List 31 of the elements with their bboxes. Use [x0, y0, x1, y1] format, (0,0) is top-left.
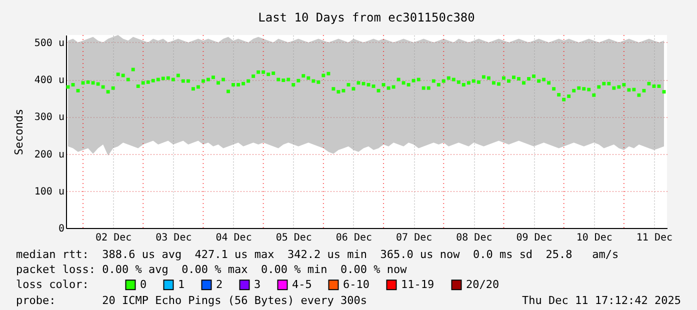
legend-label: 3: [254, 278, 261, 291]
y-tick-label: 500 u: [34, 38, 64, 49]
chart-title: Last 10 Days from ec301150c380: [258, 10, 475, 24]
y-tick-label: 300 u: [34, 112, 64, 124]
text: Thu Dec 11 17:12:42 2025: [522, 294, 681, 307]
text: packet loss: 0.00 % avg 0.00 % max 0.00 % min 0.00 % now: [16, 263, 407, 276]
y-tick-label: 400 u: [34, 75, 64, 86]
x-tick-label: 11 Dec: [636, 232, 673, 244]
y-tick-label: 100 u: [34, 186, 64, 198]
legend-label: 1: [178, 278, 185, 291]
legend-label: 6-10: [343, 278, 370, 291]
text: median rtt: 388.6 us avg 427.1 us max 342.2 us min 365.0 us now 0.0 ms sd 25.8 am/s: [16, 248, 619, 261]
x-tick-label: 02 Dec: [96, 232, 132, 244]
legend-label: 0: [140, 278, 147, 291]
text: probe: 20 ICMP Echo Pings (56 Bytes) every 300s: [16, 294, 367, 307]
legend-label: 4-5: [292, 278, 312, 291]
x-tick-label: 04 Dec: [216, 232, 252, 244]
y-axis-title: Seconds: [12, 108, 26, 156]
x-tick-label: 10 Dec: [576, 232, 612, 244]
y-tick-label: 200 u: [34, 149, 64, 160]
x-tick-label: 09 Dec: [516, 232, 552, 244]
legend-label: 20/20: [466, 278, 500, 291]
legend-title: loss color:: [16, 278, 89, 291]
x-tick-label: 03 Dec: [156, 232, 192, 244]
x-tick-label: 06 Dec: [336, 232, 372, 244]
y-tick-label: 0: [58, 224, 64, 234]
x-tick-label: 07 Dec: [396, 232, 432, 244]
legend-label: 11-19: [401, 278, 434, 291]
x-tick-label: 05 Dec: [276, 232, 312, 244]
x-tick-label: 08 Dec: [456, 232, 492, 244]
legend-label: 2: [216, 278, 223, 291]
